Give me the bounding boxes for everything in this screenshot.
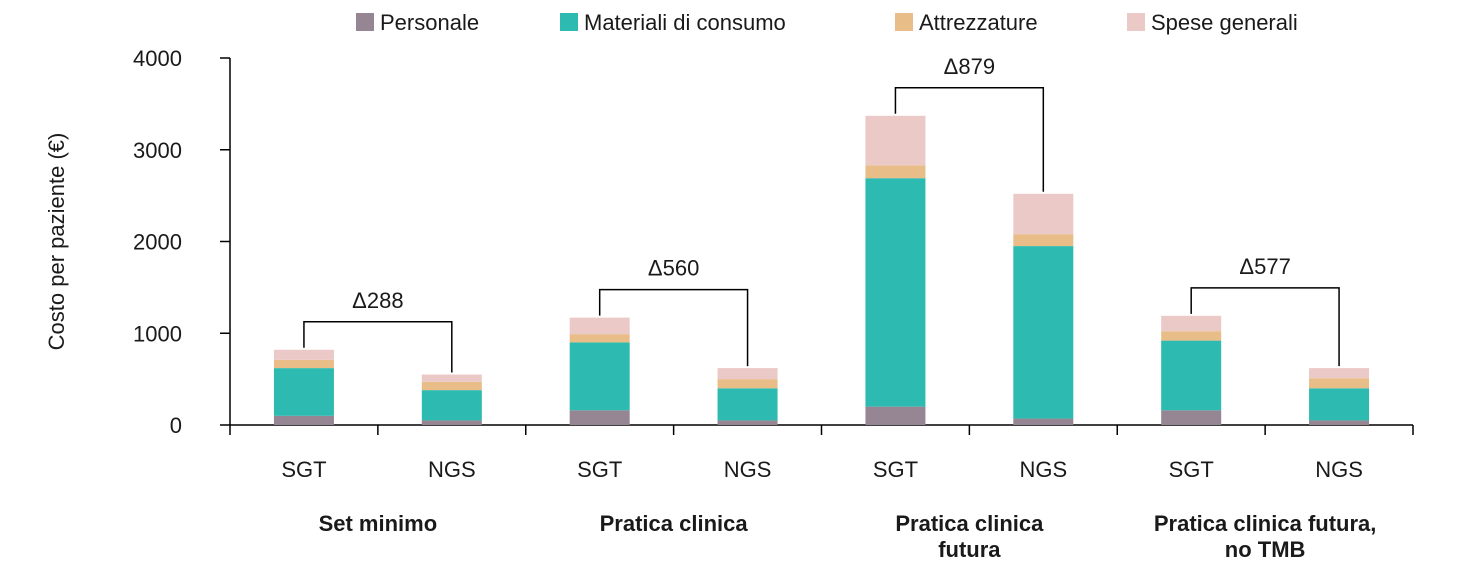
- bar-segment-personale: [1013, 418, 1074, 425]
- x-category-label: SGT: [873, 457, 918, 482]
- bar-pratica-clinica-sgt: [569, 317, 630, 425]
- bar-segment-materiali-di-consumo: [1161, 340, 1222, 411]
- x-category-label: SGT: [1169, 457, 1214, 482]
- legend-item-spese-generali: Spese generali: [1127, 10, 1298, 35]
- bar-set-minimo-sgt: [273, 349, 334, 425]
- bar-segment-personale: [273, 415, 334, 425]
- delta-bracket-line: [303, 321, 453, 373]
- y-tick-label: 2000: [133, 230, 182, 255]
- legend-label-spese-generali: Spese generali: [1151, 10, 1298, 35]
- bar-segment-attrezzature: [421, 381, 482, 391]
- delta-bracket-line: [894, 87, 1045, 192]
- x-axis-labels: SGT NGS Set minimo SGT NGS Pratica clinica SGT…: [281, 457, 1376, 562]
- y-axis-label: Costo per paziente (€): [44, 133, 69, 351]
- legend-label-personale: Personale: [380, 10, 479, 35]
- x-category-label: SGT: [281, 457, 326, 482]
- bar-segment-spese-generali: [717, 368, 778, 380]
- bar-pratica-clinica-futura-no-tmb-sgt: [1161, 315, 1222, 425]
- bar-segment-spese-generali: [1013, 193, 1074, 235]
- delta-bracket: Δ879: [894, 54, 1045, 192]
- bar-segment-personale: [1309, 420, 1370, 425]
- delta-label: Δ577: [1239, 254, 1290, 279]
- y-tick-label: 1000: [133, 321, 182, 346]
- bar-segment-materiali-di-consumo: [1309, 388, 1370, 421]
- bar-segment-attrezzature: [865, 165, 926, 179]
- bar-segment-spese-generali: [865, 115, 926, 166]
- bar-segment-personale: [421, 420, 482, 425]
- bar-segment-materiali-di-consumo: [717, 388, 778, 421]
- bar-segment-materiali-di-consumo: [569, 342, 630, 411]
- legend-swatch-materiali-di-consumo: [560, 13, 578, 31]
- group-label: Pratica clinica: [600, 511, 749, 536]
- bar-segment-personale: [717, 420, 778, 425]
- bar-pratica-clinica-futura-no-tmb-ngs: [1309, 368, 1370, 425]
- bar-segment-materiali-di-consumo: [421, 390, 482, 421]
- bar-segment-personale: [1161, 410, 1222, 425]
- bar-segment-spese-generali: [421, 374, 482, 382]
- bar-pratica-clinica-ngs: [717, 368, 778, 425]
- x-category-label: NGS: [1019, 457, 1067, 482]
- y-tick-label: 0: [170, 413, 182, 438]
- legend-swatch-attrezzature: [895, 13, 913, 31]
- legend-item-materiali-di-consumo: Materiali di consumo: [560, 10, 786, 35]
- bar-segment-spese-generali: [1161, 315, 1222, 332]
- legend-swatch-personale: [356, 13, 374, 31]
- bar-segment-personale: [569, 410, 630, 425]
- bar-pratica-clinica-futura-ngs: [1013, 193, 1074, 425]
- legend-label-attrezzature: Attrezzature: [919, 10, 1038, 35]
- bar-pratica-clinica-futura-sgt: [865, 115, 926, 425]
- bar-segment-attrezzature: [273, 359, 334, 369]
- group-label: Set minimo: [319, 511, 438, 536]
- y-tick-label: 4000: [133, 46, 182, 71]
- bar-segment-spese-generali: [273, 349, 334, 360]
- chart-bars: [273, 115, 1370, 425]
- x-category-label: SGT: [577, 457, 622, 482]
- delta-label: Δ879: [944, 54, 995, 79]
- delta-bracket-line: [1190, 287, 1340, 367]
- group-label: Pratica clinica futura: [895, 511, 1044, 562]
- x-category-label: NGS: [428, 457, 476, 482]
- bar-segment-personale: [865, 406, 926, 425]
- delta-label: Δ288: [352, 288, 403, 313]
- bar-segment-materiali-di-consumo: [1013, 246, 1074, 419]
- bar-segment-materiali-di-consumo: [865, 178, 926, 407]
- legend-swatch-spese-generali: [1127, 13, 1145, 31]
- group-label: Pratica clinica futura, no TMB: [1154, 511, 1377, 562]
- legend-item-attrezzature: Attrezzature: [895, 10, 1038, 35]
- legend-label-materiali-di-consumo: Materiali di consumo: [584, 10, 786, 35]
- x-category-label: NGS: [724, 457, 772, 482]
- delta-brackets: Δ288 Δ560 Δ879 Δ577: [303, 54, 1340, 373]
- legend-item-personale: Personale: [356, 10, 479, 35]
- bar-segment-spese-generali: [569, 317, 630, 335]
- bar-segment-attrezzature: [717, 379, 778, 389]
- y-tick-label: 3000: [133, 138, 182, 163]
- chart-legend: Personale Materiali di consumo Attrezzatur…: [356, 10, 1298, 35]
- bar-segment-spese-generali: [1309, 368, 1370, 379]
- delta-label: Δ560: [648, 256, 699, 281]
- x-category-label: NGS: [1315, 457, 1363, 482]
- bar-segment-attrezzature: [569, 334, 630, 343]
- bar-segment-materiali-di-consumo: [273, 368, 334, 416]
- delta-bracket: Δ577: [1190, 254, 1340, 367]
- bar-segment-attrezzature: [1161, 331, 1222, 341]
- bar-segment-attrezzature: [1013, 234, 1074, 247]
- delta-bracket: Δ288: [303, 288, 453, 373]
- delta-bracket-line: [598, 288, 749, 367]
- bar-segment-attrezzature: [1309, 378, 1370, 389]
- bar-set-minimo-ngs: [421, 374, 482, 425]
- delta-bracket: Δ560: [598, 256, 749, 367]
